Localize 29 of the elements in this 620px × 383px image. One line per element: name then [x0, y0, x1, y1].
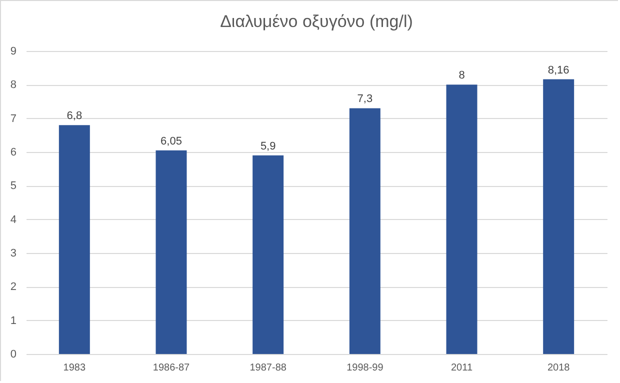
y-tick-label: 7	[10, 112, 16, 125]
bar	[446, 84, 478, 354]
data-label: 6,8	[66, 110, 82, 122]
y-tick-label: 0	[10, 348, 16, 360]
y-tick-label: 5	[10, 180, 16, 192]
x-tick-label: 2011	[450, 362, 473, 374]
y-tick-label: 2	[10, 281, 16, 294]
data-label: 8,16	[548, 64, 570, 76]
x-tick-label: 1998-99	[346, 362, 384, 374]
bar	[349, 108, 380, 354]
y-tick-label: 6	[10, 146, 16, 158]
chart-title: Διαλυμένο οξυγόνο (mg/l)	[220, 12, 413, 31]
x-tick-label: 1987-88	[250, 362, 287, 374]
x-tick-label: 1983	[63, 362, 86, 374]
data-label: 5,9	[260, 140, 276, 152]
data-label: 7,3	[357, 93, 373, 106]
bar	[252, 155, 284, 354]
data-label: 8	[458, 70, 465, 82]
data-label: 6,05	[160, 135, 182, 148]
bar	[58, 125, 90, 354]
bar	[543, 79, 574, 354]
y-tick-label: 3	[10, 248, 16, 260]
y-tick-label: 4	[10, 214, 16, 226]
y-tick-label: 1	[10, 314, 16, 327]
x-tick-label: 1986-87	[152, 362, 190, 374]
x-tick-label: 2018	[547, 362, 570, 374]
bar	[156, 150, 187, 354]
y-tick-label: 9	[10, 46, 16, 58]
y-tick-label: 8	[10, 79, 16, 92]
